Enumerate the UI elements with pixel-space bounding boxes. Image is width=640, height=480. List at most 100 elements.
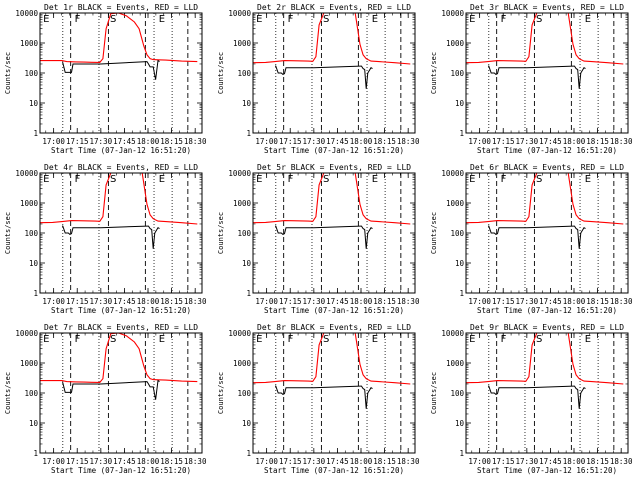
x-tick-label: 17:15 xyxy=(492,297,515,306)
x-tick-label: 17:00 xyxy=(468,297,491,306)
series-events-line xyxy=(275,65,373,89)
panel-7: Det 7r BLACK = Events, RED = LLD 1 10 100 10… xyxy=(4,323,207,475)
y-tick-label: 1000 xyxy=(20,359,39,368)
y-tick-label: 1 xyxy=(33,289,38,298)
series-events-line xyxy=(488,65,586,89)
x-tick-label: 18:00 xyxy=(350,137,373,146)
x-tick-label: 18:30 xyxy=(184,137,207,146)
segment-marker-label: E xyxy=(159,334,165,345)
y-tick-label: 10 xyxy=(455,99,465,108)
x-tick-label: 17:45 xyxy=(113,297,136,306)
y-axis-label: Counts/sec xyxy=(430,372,438,414)
y-axis-label: Counts/sec xyxy=(4,52,12,94)
panel-6: Det 6r BLACK = Events, RED = LLD 1 10 100 10… xyxy=(430,163,633,315)
x-tick-label: 17:45 xyxy=(113,457,136,466)
segment-marker-label: E xyxy=(43,14,49,25)
series-lld-line xyxy=(40,12,198,63)
segment-marker-label: S xyxy=(536,174,542,185)
x-tick-label: 18:30 xyxy=(610,297,633,306)
x-tick-label: 18:15 xyxy=(373,297,396,306)
segment-marker-label: S xyxy=(110,334,116,345)
series-events-line xyxy=(62,225,160,249)
x-tick-label: 17:15 xyxy=(279,297,302,306)
plot-frame xyxy=(39,12,203,134)
x-tick-label: 18:15 xyxy=(586,297,609,306)
y-axis-label: Counts/sec xyxy=(4,212,12,254)
x-tick-label: 17:00 xyxy=(255,297,278,306)
y-tick-label: 100 xyxy=(237,69,251,78)
segment-marker-label: E xyxy=(585,334,591,345)
segment-marker-label: S xyxy=(323,334,329,345)
panel-title: Det 8r BLACK = Events, RED = LLD xyxy=(257,323,411,332)
x-tick-label: 17:30 xyxy=(90,457,113,466)
segment-marker-label: E xyxy=(585,14,591,25)
y-tick-label: 1000 xyxy=(233,359,252,368)
plot-frame xyxy=(465,172,629,294)
x-tick-label: 18:30 xyxy=(397,457,420,466)
y-tick-label: 10 xyxy=(29,419,39,428)
panel-3: Det 3r BLACK = Events, RED = LLD 1 10 100 10… xyxy=(430,3,633,155)
y-tick-label: 10 xyxy=(242,259,252,268)
segment-marker-label: E xyxy=(469,334,475,345)
segment-marker-label: F xyxy=(288,14,294,25)
x-tick-label: 18:00 xyxy=(563,457,586,466)
y-tick-label: 1000 xyxy=(446,39,465,48)
segment-marker-label: F xyxy=(501,334,507,345)
series-events-line xyxy=(275,225,373,249)
x-axis-label: Start Time (07-Jan-12 16:51:20) xyxy=(51,306,191,315)
x-tick-label: 17:15 xyxy=(492,137,515,146)
plot-frame xyxy=(39,172,203,294)
series-lld-line xyxy=(465,12,624,65)
x-axis-label: Start Time (07-Jan-12 16:51:20) xyxy=(264,466,404,475)
x-tick-label: 18:00 xyxy=(350,297,373,306)
segment-marker-label: E xyxy=(159,14,165,25)
x-tick-label: 17:45 xyxy=(539,457,562,466)
segment-marker-label: F xyxy=(75,14,81,25)
segment-marker-label: E xyxy=(372,14,378,25)
x-tick-label: 18:00 xyxy=(350,457,373,466)
y-tick-label: 10000 xyxy=(15,169,38,178)
plot-frame xyxy=(252,172,416,294)
y-tick-label: 1000 xyxy=(233,39,252,48)
x-tick-label: 17:00 xyxy=(42,457,65,466)
segment-marker-label: S xyxy=(110,174,116,185)
series-events-line xyxy=(275,385,373,409)
y-tick-label: 10 xyxy=(29,259,39,268)
x-tick-label: 17:45 xyxy=(326,297,349,306)
series-lld-line xyxy=(252,172,411,225)
x-tick-label: 17:15 xyxy=(66,457,89,466)
series-lld-line xyxy=(252,332,411,385)
x-axis-label: Start Time (07-Jan-12 16:51:20) xyxy=(264,306,404,315)
x-axis-label: Start Time (07-Jan-12 16:51:20) xyxy=(51,466,191,475)
x-tick-label: 17:30 xyxy=(303,137,326,146)
panel-title: Det 1r BLACK = Events, RED = LLD xyxy=(44,3,198,12)
x-tick-label: 18:15 xyxy=(160,297,183,306)
x-tick-label: 17:30 xyxy=(516,137,539,146)
x-tick-label: 18:00 xyxy=(137,297,160,306)
y-tick-label: 10000 xyxy=(441,329,464,338)
segment-marker-label: E xyxy=(43,174,49,185)
x-tick-label: 18:15 xyxy=(586,457,609,466)
y-tick-label: 10000 xyxy=(441,9,464,18)
panel-title: Det 6r BLACK = Events, RED = LLD xyxy=(470,163,624,172)
plot-frame xyxy=(252,12,416,134)
x-tick-label: 17:30 xyxy=(303,457,326,466)
y-tick-label: 10000 xyxy=(228,9,251,18)
plot-frame xyxy=(39,332,203,454)
y-tick-label: 100 xyxy=(24,389,38,398)
y-tick-label: 100 xyxy=(24,229,38,238)
series-events-line xyxy=(488,385,586,409)
y-tick-label: 1000 xyxy=(233,199,252,208)
segment-marker-label: S xyxy=(536,334,542,345)
x-tick-label: 17:15 xyxy=(279,137,302,146)
y-tick-label: 1 xyxy=(246,449,251,458)
x-axis-label: Start Time (07-Jan-12 16:51:20) xyxy=(477,466,617,475)
panel-2: Det 2r BLACK = Events, RED = LLD 1 10 100 10… xyxy=(217,3,420,155)
segment-marker-label: E xyxy=(256,334,262,345)
y-tick-label: 1000 xyxy=(446,359,465,368)
x-tick-label: 18:15 xyxy=(586,137,609,146)
x-axis-label: Start Time (07-Jan-12 16:51:20) xyxy=(51,146,191,155)
x-tick-label: 18:30 xyxy=(397,137,420,146)
plot-frame xyxy=(465,332,629,454)
